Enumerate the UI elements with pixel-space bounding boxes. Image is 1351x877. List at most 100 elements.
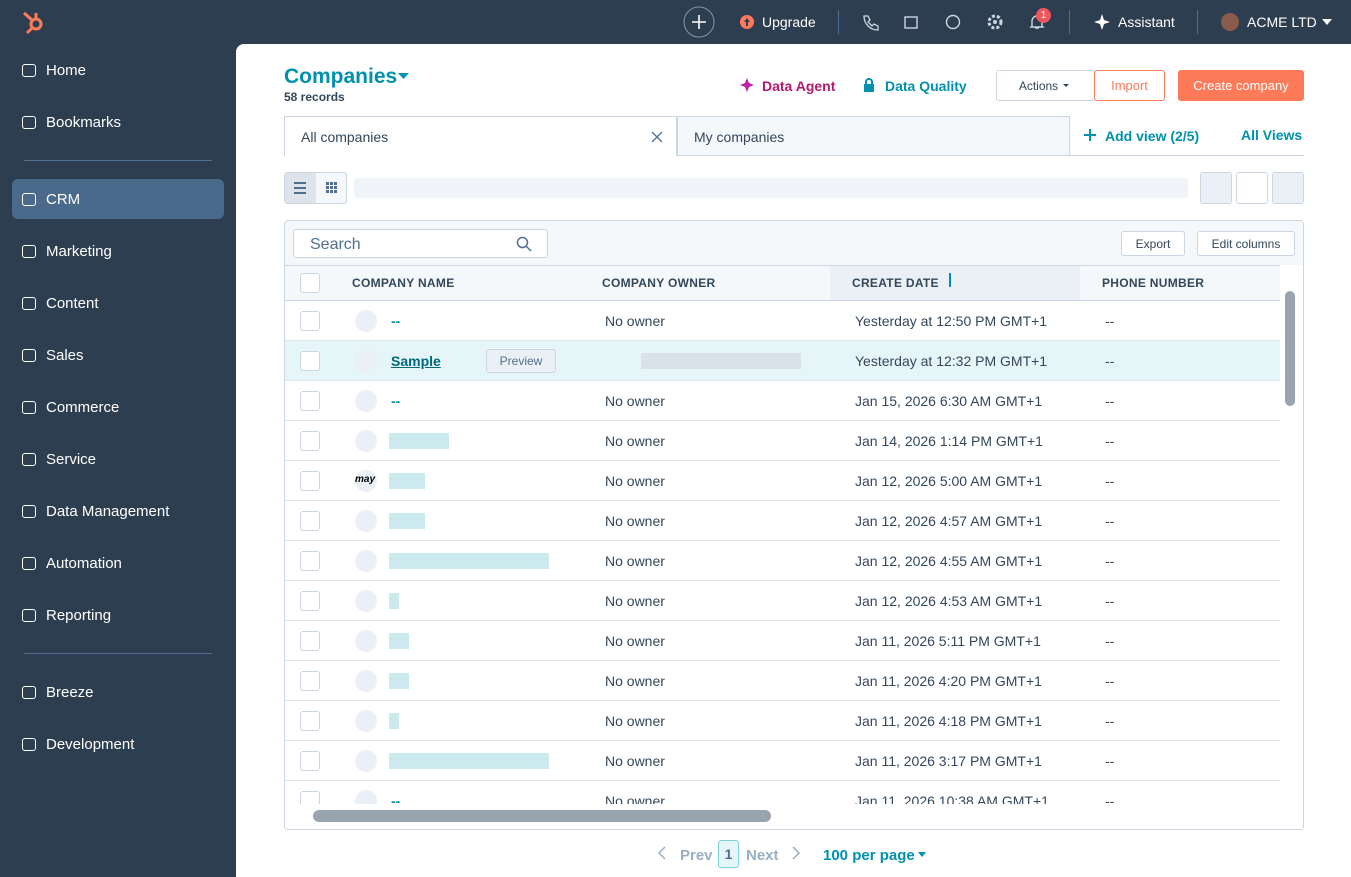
copy-button[interactable] xyxy=(1236,172,1268,204)
company-logo xyxy=(355,590,377,612)
create-date: Jan 11, 2026 4:20 PM GMT+1 xyxy=(855,673,1042,689)
search-placeholder: Search xyxy=(310,236,361,253)
undo-button[interactable] xyxy=(1200,172,1232,204)
checkbox[interactable] xyxy=(300,311,320,331)
blurred-name xyxy=(389,553,549,569)
nav-item[interactable]: Automation xyxy=(46,555,122,572)
column-header[interactable]: PHONE NUMBER xyxy=(1102,276,1205,290)
notification-badge: 1 xyxy=(1036,8,1051,23)
sorted-column xyxy=(830,266,1080,300)
save-button[interactable] xyxy=(1272,172,1304,204)
utility-icons[interactable] xyxy=(862,14,962,32)
import-button[interactable]: Import xyxy=(1094,70,1165,101)
create-date: Jan 15, 2026 6:30 AM GMT+1 xyxy=(855,393,1043,409)
actions-button[interactable]: Actions xyxy=(996,70,1095,101)
nav-item[interactable]: Development xyxy=(46,736,135,753)
checkbox[interactable] xyxy=(300,711,320,731)
sparkle xyxy=(1094,14,1110,30)
avatar xyxy=(1221,13,1239,31)
assistant[interactable]: Assistant xyxy=(1118,14,1175,30)
owner: No owner xyxy=(605,473,665,489)
checkbox[interactable] xyxy=(300,591,320,611)
table-row: No owner Jan 11, 2026 4:20 PM GMT+1 -- xyxy=(285,661,1280,701)
checkbox[interactable] xyxy=(300,391,320,411)
nav-item[interactable]: Breeze xyxy=(46,684,94,701)
nav-icon xyxy=(22,557,36,570)
nav-icon xyxy=(22,401,36,414)
create-date: Jan 12, 2026 5:00 AM GMT+1 xyxy=(855,473,1043,489)
blurred-name xyxy=(389,593,399,609)
account[interactable]: ACME LTD xyxy=(1247,14,1317,30)
upgrade-icon xyxy=(740,15,754,29)
add-button[interactable] xyxy=(683,6,715,38)
checkbox[interactable] xyxy=(300,511,320,531)
company-name[interactable]: -- xyxy=(391,313,401,329)
owner: No owner xyxy=(605,553,665,569)
logo[interactable] xyxy=(20,9,46,35)
tab[interactable]: My companies xyxy=(677,116,1070,156)
owner: No owner xyxy=(605,313,665,329)
topbar: Upgrade 1 Assistant ACME LTD xyxy=(0,0,1351,44)
nav-item[interactable]: Service xyxy=(46,451,97,468)
active-item xyxy=(12,179,224,219)
nav-item[interactable]: Bookmarks xyxy=(46,114,122,131)
create-date: Yesterday at 12:50 PM GMT+1 xyxy=(855,313,1048,329)
nav-item[interactable]: Home xyxy=(46,62,87,79)
tab-label: My companies xyxy=(694,129,785,145)
create-date: Jan 12, 2026 4:57 AM GMT+1 xyxy=(855,513,1043,529)
nav-icon xyxy=(22,297,36,310)
all-views[interactable]: All Views xyxy=(1241,127,1303,143)
next[interactable]: Next xyxy=(746,847,779,864)
checkbox[interactable] xyxy=(300,751,320,771)
nav-icon xyxy=(22,245,36,258)
nav-item[interactable]: Reporting xyxy=(46,607,112,624)
checkbox[interactable] xyxy=(300,351,320,371)
edit-columns-button[interactable]: Edit columns xyxy=(1197,231,1295,256)
nav-icon xyxy=(22,64,36,77)
column-header[interactable]: CREATE DATE xyxy=(852,276,939,290)
page-number[interactable]: 1 xyxy=(718,840,739,868)
upgrade[interactable]: Upgrade xyxy=(762,14,816,30)
owner: No owner xyxy=(605,433,665,449)
per-page[interactable]: 100 per page xyxy=(823,847,915,864)
checkbox[interactable] xyxy=(300,671,320,691)
page-title[interactable]: Companies xyxy=(284,65,398,88)
view-switch[interactable] xyxy=(284,172,347,204)
nav-item[interactable]: Commerce xyxy=(46,399,120,416)
nav-item[interactable]: CRM xyxy=(46,191,81,208)
column-header[interactable]: COMPANY NAME xyxy=(352,276,455,290)
checkbox[interactable] xyxy=(300,631,320,651)
create-button[interactable]: Create company xyxy=(1178,70,1304,101)
plus-icon xyxy=(1084,129,1096,141)
phone: -- xyxy=(1105,753,1115,769)
company-name[interactable]: -- xyxy=(391,793,401,809)
prev[interactable]: Prev xyxy=(680,847,713,864)
checkbox[interactable] xyxy=(300,551,320,571)
column-header[interactable]: COMPANY OWNER xyxy=(602,276,716,290)
preview-button[interactable]: Preview xyxy=(486,349,556,373)
logo-text: may xyxy=(355,474,376,485)
nav-item[interactable]: Sales xyxy=(46,347,84,364)
nav-item[interactable]: Marketing xyxy=(46,243,112,260)
prev-arrow xyxy=(657,846,666,860)
tab-active[interactable]: All companies xyxy=(284,116,677,156)
nav-item[interactable]: Content xyxy=(46,295,99,312)
checkbox[interactable] xyxy=(300,471,320,491)
checkbox[interactable] xyxy=(300,431,320,451)
phone: -- xyxy=(1105,593,1115,609)
export-button[interactable]: Export xyxy=(1121,231,1185,256)
company-name[interactable]: Sample xyxy=(391,353,441,369)
data-agent[interactable]: Data Agent xyxy=(762,78,836,94)
close-icon[interactable] xyxy=(651,131,663,143)
sort-arrow xyxy=(949,273,951,287)
nav-item[interactable]: Data Management xyxy=(46,503,170,520)
company-name[interactable]: -- xyxy=(391,393,401,409)
data-quality[interactable]: Data Quality xyxy=(885,78,967,94)
add-view[interactable]: Add view (2/5) xyxy=(1105,128,1200,144)
checkbox[interactable] xyxy=(300,273,320,293)
search-box[interactable]: Search xyxy=(293,229,548,258)
phone: -- xyxy=(1105,713,1115,729)
nav-icon xyxy=(22,686,36,699)
settings-icon[interactable] xyxy=(986,13,1004,31)
company-logo xyxy=(355,750,377,772)
